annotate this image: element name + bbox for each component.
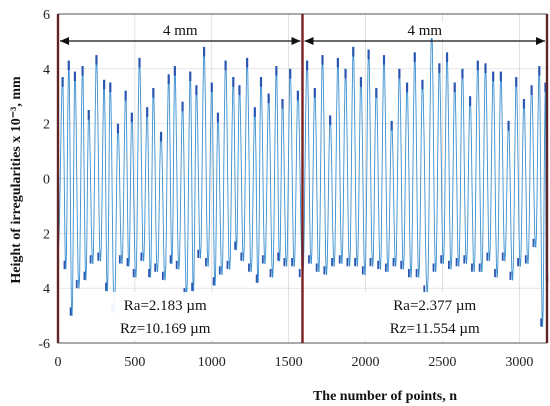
y-axis-label: Height of irregularities x 10⁻³, mm <box>9 76 24 284</box>
profile-series-line <box>57 27 547 328</box>
x-tick-label: 1500 <box>275 355 303 370</box>
roughness-annotation-line: Rz=10.169 µm <box>120 321 211 337</box>
span-arrowhead-left <box>304 37 314 45</box>
plot-frame <box>57 13 548 344</box>
y-tick-label: 4 <box>43 63 50 78</box>
y-tick-label: 4 <box>43 282 50 297</box>
y-tick-label: 6 <box>43 8 50 23</box>
annotation-bg <box>364 292 505 340</box>
span-label: 4 mm <box>163 23 198 39</box>
x-axis-label: The number of points, n <box>313 389 457 404</box>
roughness-annotation-line: Rz=11.554 µm <box>390 321 480 337</box>
span-arrows: 4 mm 4 mm <box>60 22 545 45</box>
x-tick-label: 1000 <box>198 355 226 370</box>
y-axis-ticks: 6 4 2 0 2 4 -6 <box>38 8 50 352</box>
profile-peak-markers <box>61 27 549 327</box>
y-tick-label: 2 <box>43 227 50 242</box>
roughness-annotations: Ra=2.183 µm Rz=10.169 µm Ra=2.377 µm Rz=11.… <box>95 292 505 340</box>
x-axis-ticks: 0 500 1000 1500 2000 2500 3000 <box>55 355 534 370</box>
roughness-annotation-line: Ra=2.183 µm <box>124 298 207 314</box>
span-label-bg <box>394 22 455 38</box>
x-tick-label: 2000 <box>352 355 380 370</box>
span-arrowhead-right <box>291 37 301 45</box>
y-tick-label: 2 <box>43 118 50 133</box>
x-tick-label: 2500 <box>428 355 456 370</box>
annotation-bg <box>95 292 236 340</box>
y-tick-label: -6 <box>38 337 50 352</box>
span-label: 4 mm <box>407 23 442 39</box>
y-tick-label: 0 <box>43 173 50 188</box>
span-label-bg <box>150 22 211 38</box>
roughness-annotation-line: Ra=2.377 µm <box>393 298 476 314</box>
span-arrowhead-right <box>536 37 545 45</box>
x-tick-label: 500 <box>124 355 145 370</box>
span-arrowhead-left <box>60 37 69 45</box>
x-tick-label: 0 <box>55 355 62 370</box>
x-tick-label: 3000 <box>505 355 533 370</box>
